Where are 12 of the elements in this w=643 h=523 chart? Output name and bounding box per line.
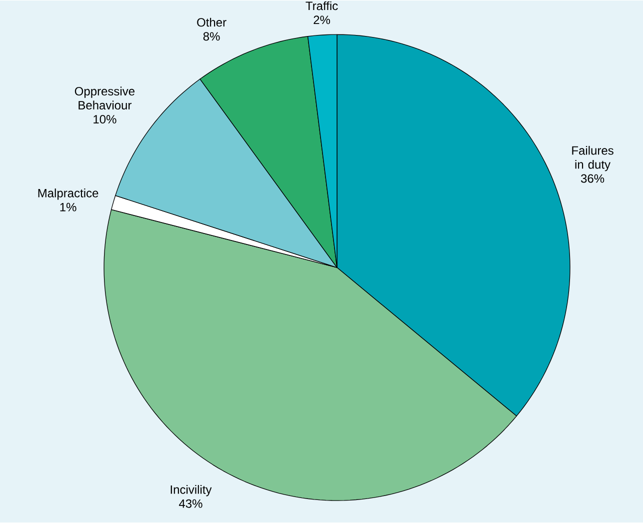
- slice-label: Incivility: [170, 485, 212, 496]
- slice-label: Other: [197, 18, 226, 27]
- data-label: 36%: [580, 174, 604, 184]
- slice-label: Failures in duty: [572, 146, 614, 172]
- data-label: 8%: [203, 32, 220, 41]
- slice-label: Traffic: [306, 2, 338, 10]
- data-label: 43%: [178, 500, 202, 508]
- slice-label: Oppressive Behaviour: [74, 86, 135, 110]
- data-label: 1%: [60, 203, 76, 212]
- data-label: 10%: [94, 115, 116, 124]
- slice-label: Malpractice: [38, 188, 98, 200]
- data-label: 2%: [314, 16, 330, 24]
